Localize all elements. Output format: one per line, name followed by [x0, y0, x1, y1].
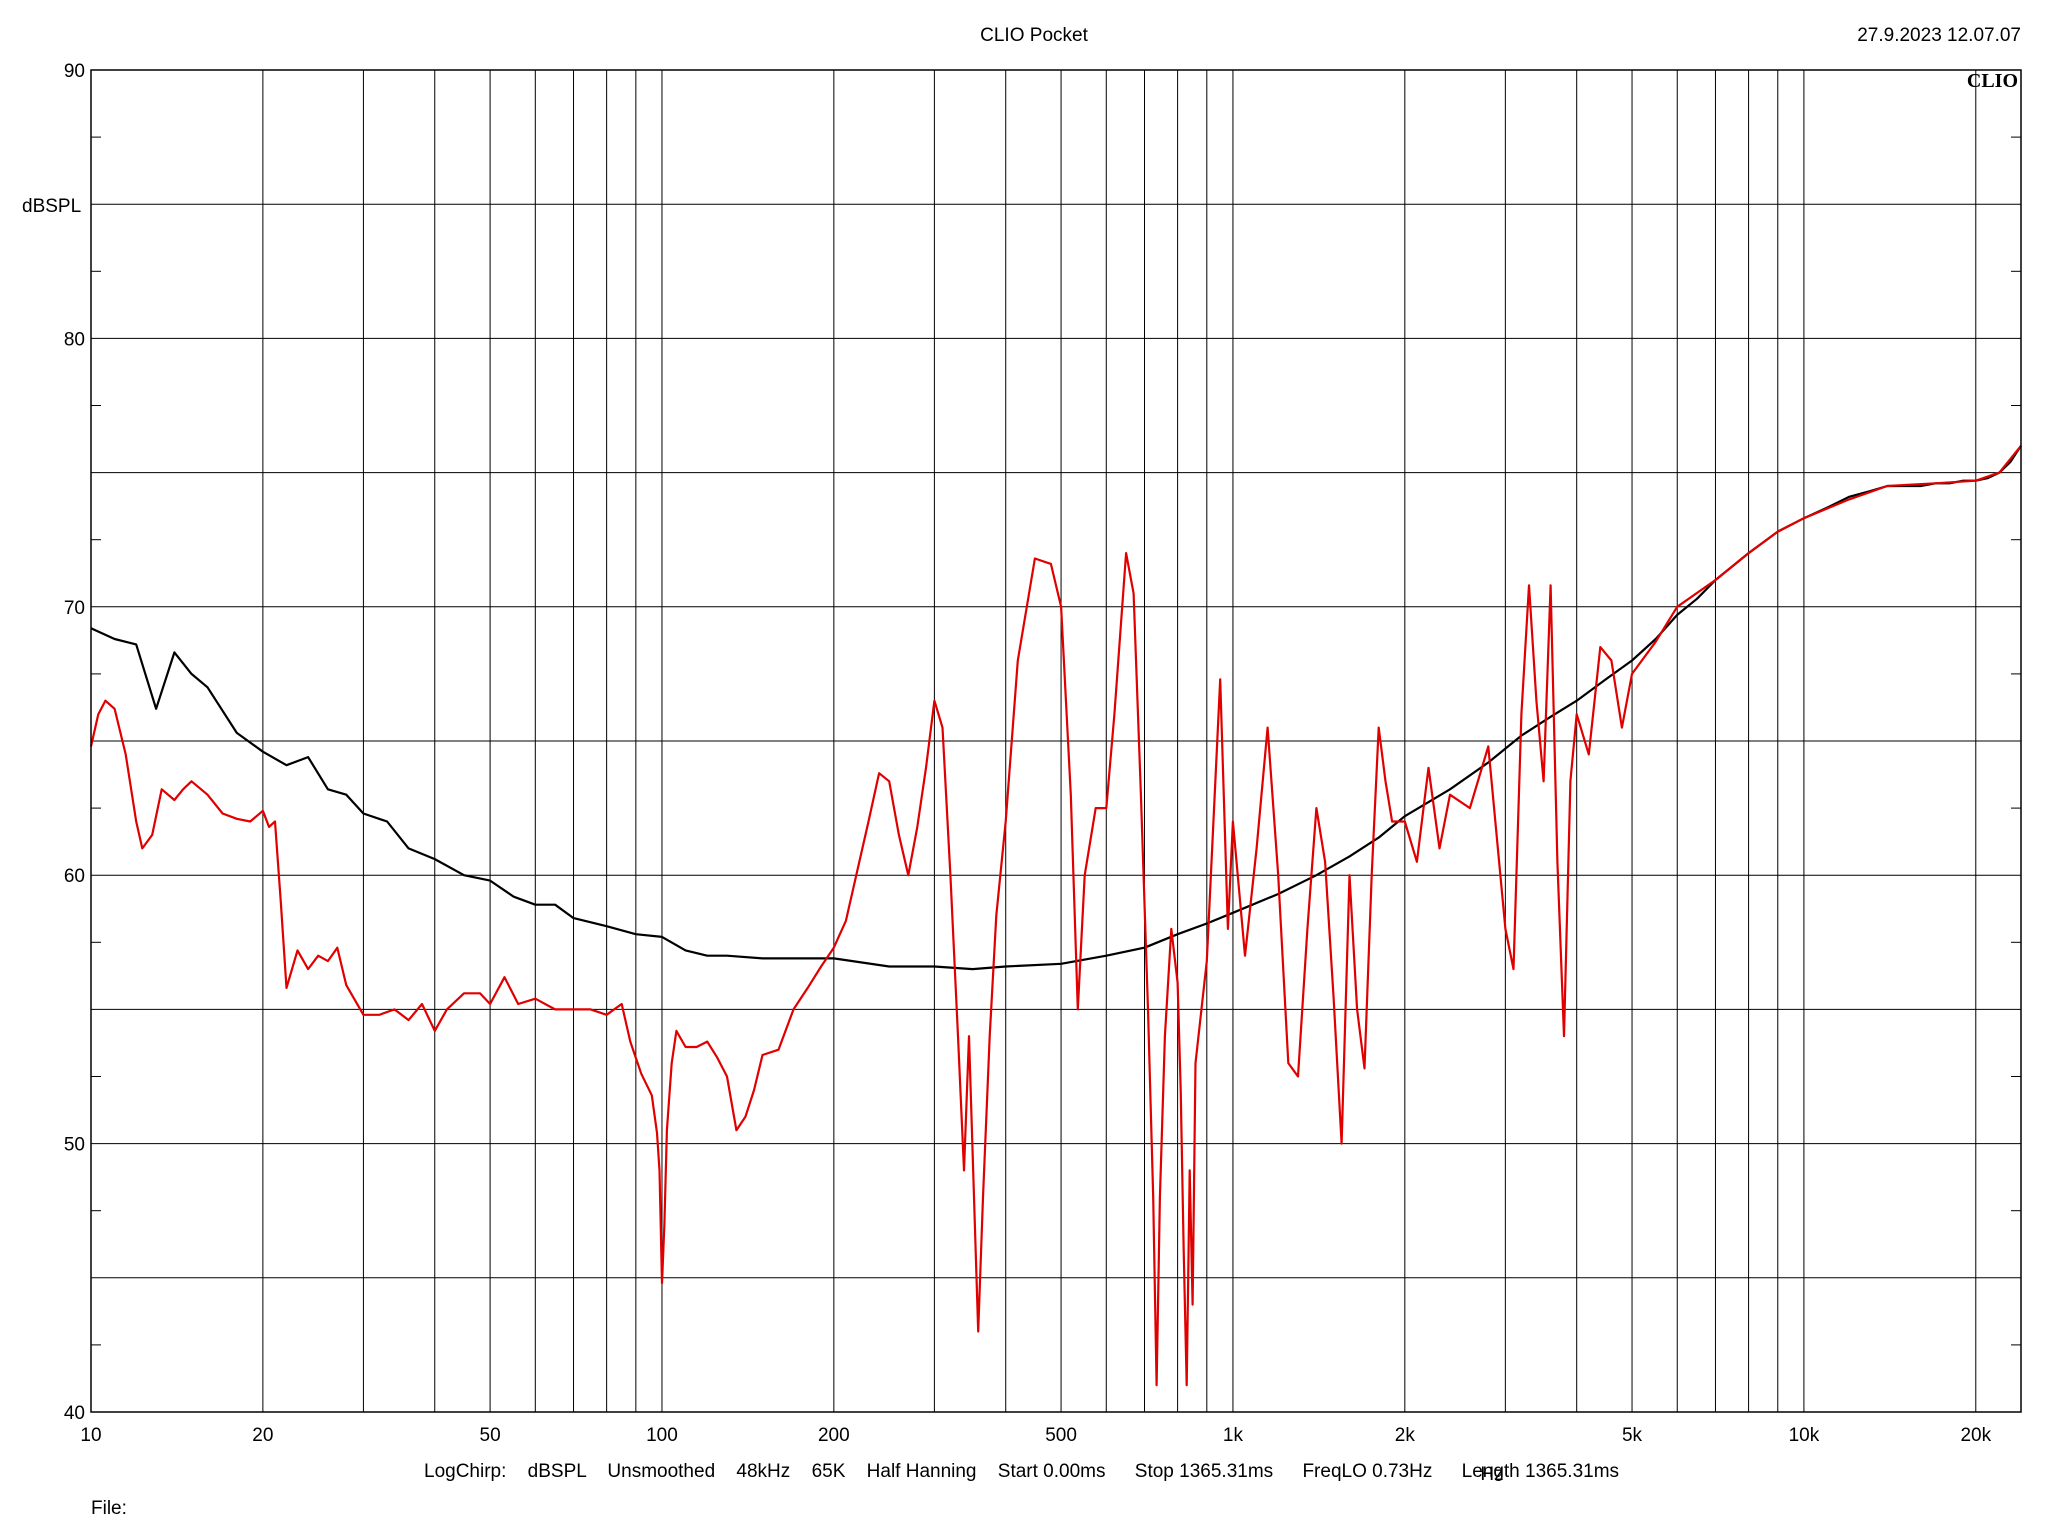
settings-item: Half Hanning [867, 1461, 977, 1482]
x-axis-tick-labels: 10 20 50 100 200 500 1k 2k 5k 10k 20k [80, 1425, 1991, 1446]
settings-item: 48kHz [736, 1461, 790, 1482]
x-tick-label: 2k [1395, 1425, 1416, 1446]
x-tick-label: 500 [1045, 1425, 1077, 1446]
y-tick-label: 70 [64, 598, 85, 619]
plot-series [89, 445, 2022, 1387]
settings-item: LogChirp: [424, 1461, 506, 1482]
series-line-red [89, 445, 2022, 1387]
timestamp: 27.9.2023 12.07.07 [1857, 25, 2021, 46]
y-tick-label: 50 [64, 1135, 85, 1156]
clio-logo: CLIO [1967, 70, 2018, 92]
settings-item: 65K [812, 1461, 846, 1482]
y-tick-label: 40 [64, 1403, 85, 1424]
x-tick-label: 100 [646, 1425, 678, 1446]
chart-title: CLIO Pocket [980, 25, 1088, 46]
series-line-black [90, 445, 2022, 971]
settings-item: dBSPL [528, 1461, 587, 1482]
x-tick-label: 10 [80, 1425, 101, 1446]
measurement-settings-line: LogChirp: dBSPL Unsmoothed 48kHz 65K Hal… [424, 1461, 1619, 1482]
x-axis-unit-label: Hz [1480, 1464, 1503, 1485]
settings-item: Stop 1365.31ms [1135, 1461, 1273, 1482]
settings-item: Length 1365.31ms [1462, 1461, 1619, 1482]
x-tick-label: 1k [1223, 1425, 1244, 1446]
plot-grid [90, 70, 2021, 1412]
y-tick-label: 80 [64, 329, 85, 350]
x-tick-label: 20k [1960, 1425, 1991, 1446]
x-tick-label: 10k [1789, 1425, 1820, 1446]
y-axis-label: dBSPL [22, 196, 81, 217]
x-tick-label: 200 [818, 1425, 850, 1446]
y-axis-tick-labels: 90 80 70 60 50 40 [64, 61, 85, 1424]
x-tick-label: 20 [252, 1425, 273, 1446]
settings-item: Start 0.00ms [998, 1461, 1106, 1482]
y-tick-label: 60 [64, 866, 85, 887]
settings-item: FreqLO 0.73Hz [1302, 1461, 1432, 1482]
settings-item: Unsmoothed [607, 1461, 715, 1482]
x-tick-label: 50 [480, 1425, 501, 1446]
x-tick-label: 5k [1622, 1425, 1643, 1446]
y-tick-label: 90 [64, 61, 85, 82]
file-label: File: [91, 1498, 127, 1519]
plot-frame [90, 69, 2022, 1413]
